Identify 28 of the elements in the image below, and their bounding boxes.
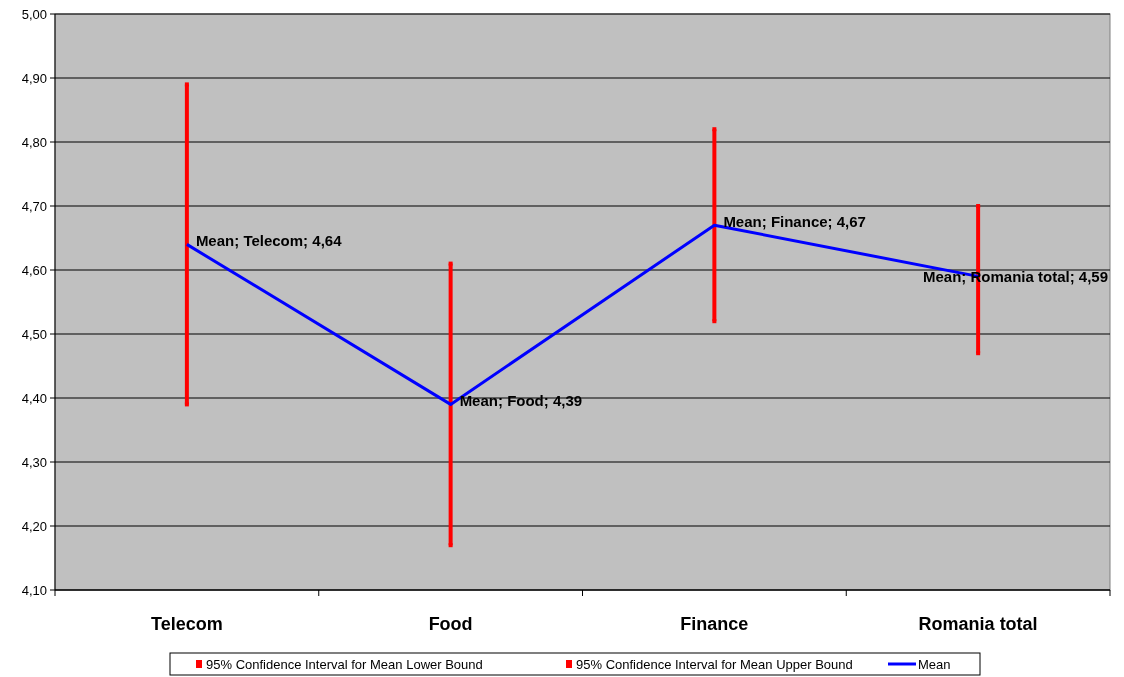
y-tick-label: 4,30 (21, 454, 47, 470)
point (976, 204, 981, 208)
annotation: Mean; Finance; 4,67 (723, 212, 866, 230)
annotation: Mean; Food; 4,39 (459, 391, 583, 409)
y-tick-label: 4,80 (21, 134, 47, 150)
x-tick-label: Telecom (151, 614, 223, 634)
y-tick-label: 4,40 (21, 390, 47, 406)
legend-label: Mean (918, 656, 951, 672)
point (712, 319, 717, 324)
legend-label: 95% Confidence Interval for Mean Lower Bound (206, 656, 483, 672)
point (712, 127, 717, 132)
y-tick-label: 4,20 (21, 518, 47, 534)
legend-label: 95% Confidence Interval for Mean Upper Bound (576, 656, 853, 672)
point (448, 543, 453, 548)
point (448, 261, 453, 266)
point (976, 351, 981, 356)
annotation: Mean; Telecom; 4,64 (195, 231, 343, 249)
y-tick-label: 4,70 (21, 198, 47, 214)
y-tick-label: 5,00 (21, 6, 47, 22)
x-tick-label: Finance (680, 614, 749, 634)
y-tick-label: 4,10 (21, 582, 47, 598)
point (184, 402, 189, 407)
y-tick-label: 4,90 (21, 70, 47, 86)
point (184, 82, 189, 87)
x-tick-label: Food (428, 614, 473, 634)
x-tick-label: Romania total (918, 614, 1038, 634)
y-tick-label: 4,50 (21, 326, 47, 342)
y-tick-label: 4,60 (21, 262, 47, 278)
